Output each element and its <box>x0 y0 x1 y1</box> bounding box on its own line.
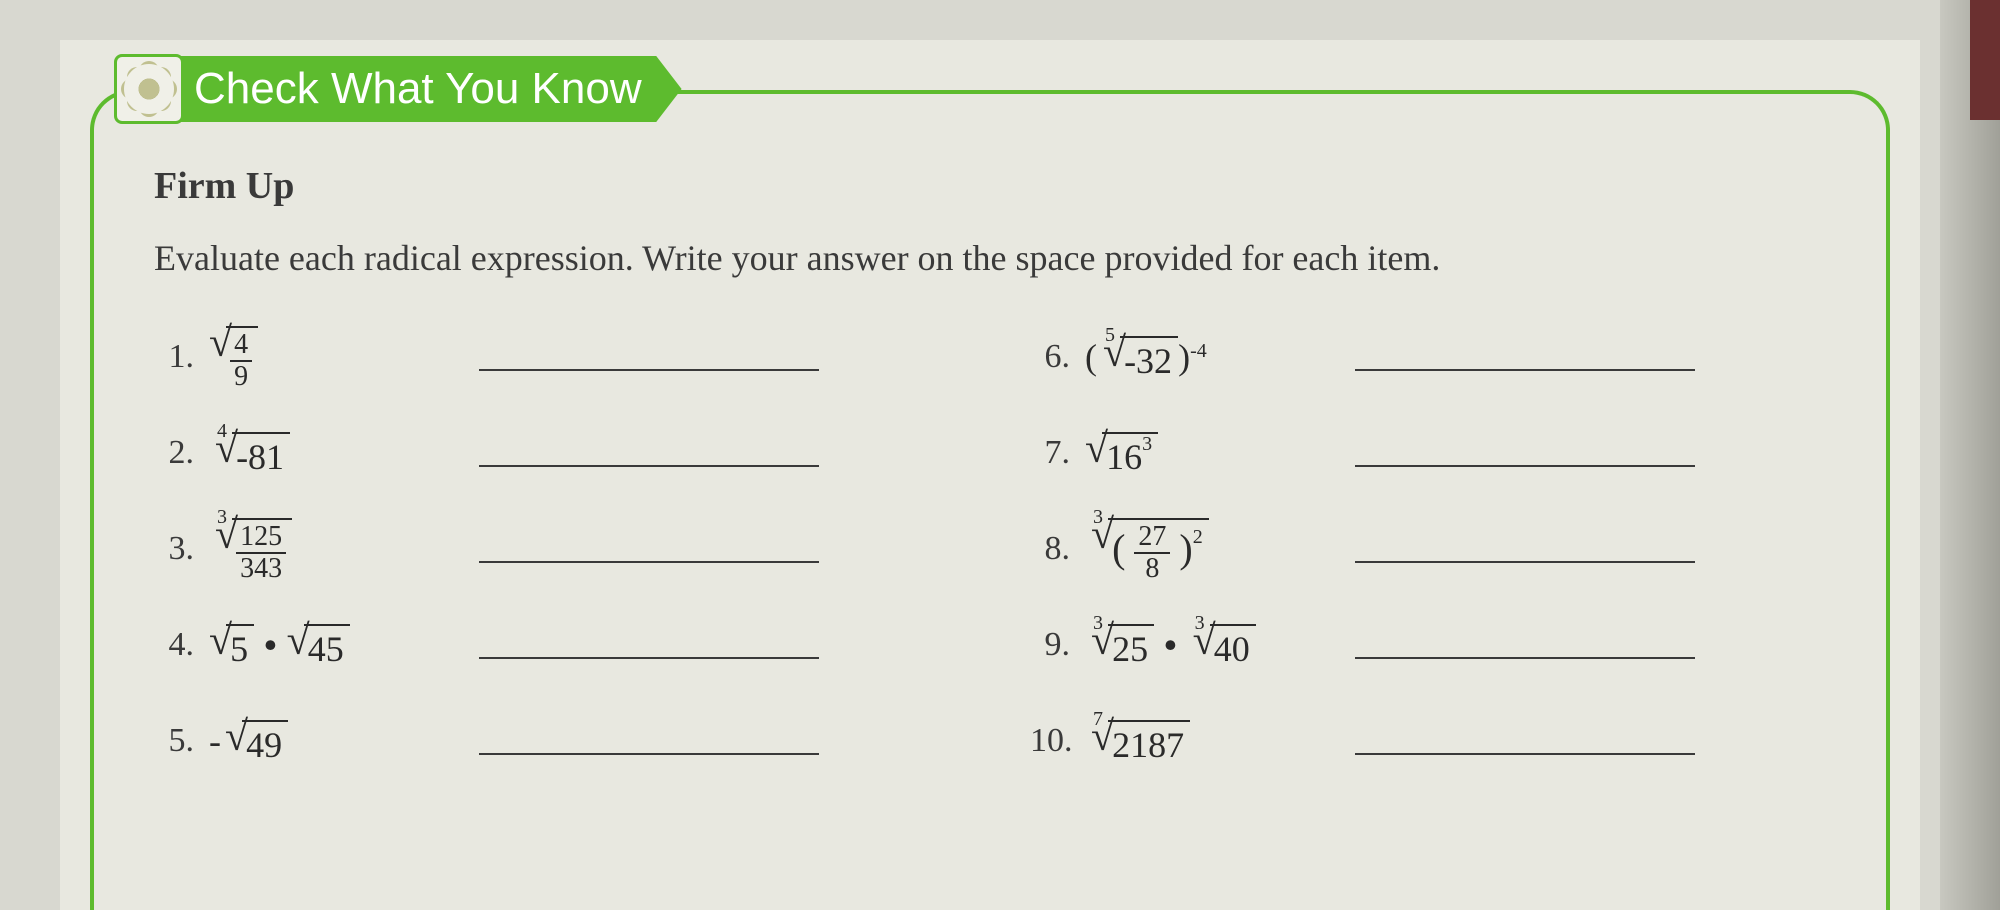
right-column: 6. ( 5 √ -32 )-4 7. <box>1030 313 1826 793</box>
problem-number: 5. <box>154 722 209 760</box>
textbook-page: Check What You Know Firm Up Evaluate eac… <box>60 40 1920 910</box>
instructions-text: Evaluate each radical expression. Write … <box>154 233 1826 283</box>
answer-blank[interactable] <box>1355 657 1695 659</box>
answer-blank[interactable] <box>479 369 819 371</box>
problem-3: 3. 3 √ 125 343 <box>154 505 950 593</box>
problems-container: 1. √ 4 9 <box>154 313 1826 793</box>
expression: √ 5 • √ 45 <box>209 620 449 670</box>
expression: √ 4 9 <box>209 322 449 394</box>
answer-blank[interactable] <box>479 465 819 467</box>
problem-1: 1. √ 4 9 <box>154 313 950 401</box>
section-title: Check What You Know <box>174 56 682 122</box>
answer-blank[interactable] <box>479 561 819 563</box>
problem-number: 6. <box>1030 338 1085 376</box>
multiply-dot: • <box>1154 624 1187 666</box>
title-badge: Check What You Know <box>114 54 682 124</box>
problem-number: 2. <box>154 434 209 472</box>
gear-icon <box>114 54 184 124</box>
expression: ( 5 √ -32 )-4 <box>1085 332 1325 382</box>
problem-number: 7. <box>1030 434 1085 472</box>
problem-7: 7. √ 163 <box>1030 409 1826 497</box>
expression: 4 √ -81 <box>209 428 449 478</box>
subsection-heading: Firm Up <box>154 164 1826 208</box>
problem-2: 2. 4 √ -81 <box>154 409 950 497</box>
expression: 3 √ 25 • 3 √ 40 <box>1085 620 1325 670</box>
problem-number: 8. <box>1030 530 1085 568</box>
answer-blank[interactable] <box>1355 753 1695 755</box>
problem-4: 4. √ 5 • √ 45 <box>154 601 950 689</box>
answer-blank[interactable] <box>1355 561 1695 563</box>
answer-blank[interactable] <box>1355 465 1695 467</box>
answer-blank[interactable] <box>479 753 819 755</box>
problem-number: 1. <box>154 338 209 376</box>
problem-number: 10. <box>1030 722 1085 760</box>
problem-5: 5. - √ 49 <box>154 697 950 785</box>
expression: - √ 49 <box>209 716 449 766</box>
expression: 7 √ 2187 <box>1085 716 1325 766</box>
answer-blank[interactable] <box>1355 369 1695 371</box>
problem-number: 9. <box>1030 626 1085 664</box>
book-spine <box>1970 0 2000 120</box>
problem-6: 6. ( 5 √ -32 )-4 <box>1030 313 1826 401</box>
problem-number: 3. <box>154 530 209 568</box>
page-edge <box>1940 0 2000 910</box>
multiply-dot: • <box>254 624 287 666</box>
problem-9: 9. 3 √ 25 • 3 √ 40 <box>1030 601 1826 689</box>
left-column: 1. √ 4 9 <box>154 313 950 793</box>
expression: 3 √ ( 27 8 )2 <box>1085 514 1325 586</box>
problem-number: 4. <box>154 626 209 664</box>
expression: √ 163 <box>1085 428 1325 478</box>
problem-8: 8. 3 √ ( 27 8 )2 <box>1030 505 1826 593</box>
content-frame: Check What You Know Firm Up Evaluate eac… <box>90 90 1890 910</box>
expression: 3 √ 125 343 <box>209 514 449 586</box>
answer-blank[interactable] <box>479 657 819 659</box>
problem-10: 10. 7 √ 2187 <box>1030 697 1826 785</box>
